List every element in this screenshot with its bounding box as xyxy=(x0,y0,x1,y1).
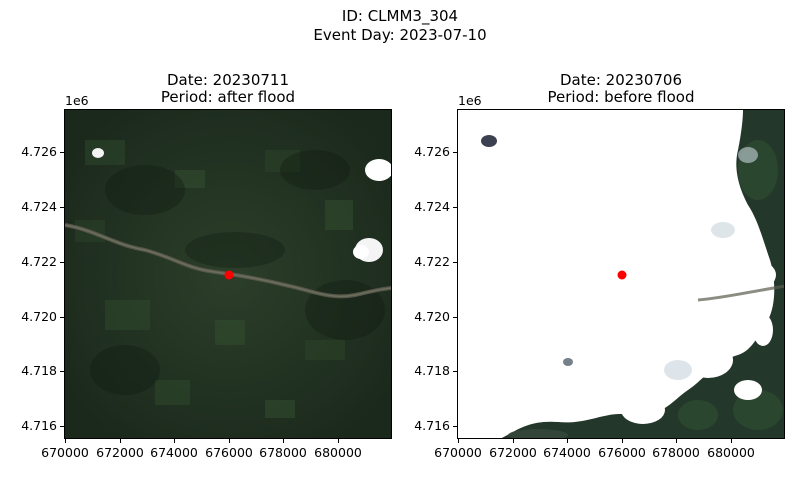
right-ytick-label: 4.726 xyxy=(414,144,450,159)
left-panel-satellite-image xyxy=(64,109,392,439)
right-panel-date-title: Date: 20230706 xyxy=(559,71,683,89)
right-panel-event-marker xyxy=(617,270,627,280)
left-panel-event-marker xyxy=(224,270,234,280)
left-ytick-label: 4.722 xyxy=(21,254,57,269)
right-xtick-label: 670000 xyxy=(434,445,482,460)
left-xtick-label: 670000 xyxy=(41,445,89,460)
figure-event-title: Event Day: 2023-07-10 xyxy=(313,26,487,44)
right-xtick-label: 674000 xyxy=(543,445,591,460)
right-xtick-label: 678000 xyxy=(652,445,700,460)
right-xtick-label: 680000 xyxy=(707,445,755,460)
left-panel-y-offset: 1e6 xyxy=(65,93,89,108)
left-ytick-label: 4.724 xyxy=(21,199,57,214)
figure-id-title: ID: CLMM3_304 xyxy=(341,7,459,25)
left-xtick-label: 680000 xyxy=(314,445,362,460)
right-panel-period-title: Period: before flood xyxy=(547,88,695,106)
left-panel-period-title: Period: after flood xyxy=(160,88,296,106)
right-ytick-label: 4.722 xyxy=(414,254,450,269)
left-ytick-label: 4.716 xyxy=(21,418,57,433)
left-xtick-label: 674000 xyxy=(150,445,198,460)
right-ytick-label: 4.720 xyxy=(414,309,450,324)
right-ytick-label: 4.724 xyxy=(414,199,450,214)
right-panel-satellite-image xyxy=(457,109,785,439)
left-xtick-label: 676000 xyxy=(205,445,253,460)
right-ytick-label: 4.718 xyxy=(414,363,450,378)
right-xtick-label: 672000 xyxy=(489,445,537,460)
right-ytick-label: 4.716 xyxy=(414,418,450,433)
left-ytick-label: 4.726 xyxy=(21,144,57,159)
left-ytick-label: 4.718 xyxy=(21,363,57,378)
left-xtick-label: 672000 xyxy=(96,445,144,460)
left-xtick-label: 678000 xyxy=(259,445,307,460)
right-xtick-label: 676000 xyxy=(598,445,646,460)
left-ytick-label: 4.720 xyxy=(21,309,57,324)
left-panel-date-title: Date: 20230711 xyxy=(166,71,290,89)
right-panel-y-offset: 1e6 xyxy=(458,93,482,108)
